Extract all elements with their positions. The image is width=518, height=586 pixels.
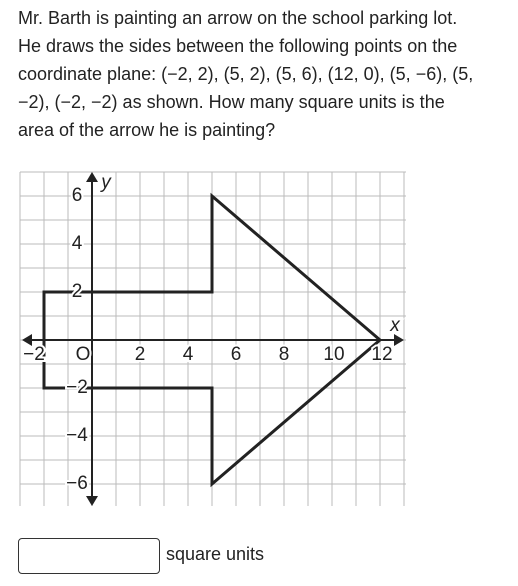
answer-input[interactable] [18, 538, 160, 574]
x-tick-label: 4 [183, 344, 194, 365]
question-line: coordinate plane: (−2, 2), (5, 2), (5, 6… [18, 64, 474, 84]
arrow-shape [42, 192, 383, 488]
y-axis-label: y [99, 172, 112, 193]
y-tick-label: −2 [66, 377, 88, 398]
y-tick-label: 6 [72, 185, 83, 206]
x-tick-label: 10 [323, 344, 344, 365]
y-tick-label: −4 [66, 425, 88, 446]
graph: x y −2 O 2 4 6 8 10 12 6 4 2 −2 −4 −6 [19, 170, 406, 506]
question-line: −2), (−2, −2) as shown. How many square … [18, 92, 445, 112]
x-tick-label: −2 [23, 344, 45, 365]
y-tick-label: −6 [66, 473, 88, 494]
x-tick-label: O [76, 344, 91, 365]
question-line: area of the arrow he is painting? [18, 120, 276, 140]
x-tick-label: 6 [231, 344, 242, 365]
unit-label: square units [166, 544, 265, 564]
x-tick-label: 2 [135, 344, 146, 365]
y-tick-label: 2 [72, 281, 83, 302]
question-line: He draws the sides between the following… [18, 36, 458, 56]
y-tick-label: 4 [72, 233, 83, 254]
x-tick-label: 8 [279, 344, 290, 365]
question-line: Mr. Barth is painting an arrow on the sc… [18, 8, 458, 28]
x-tick-label: 12 [371, 344, 392, 365]
x-axis-label: x [389, 315, 401, 336]
